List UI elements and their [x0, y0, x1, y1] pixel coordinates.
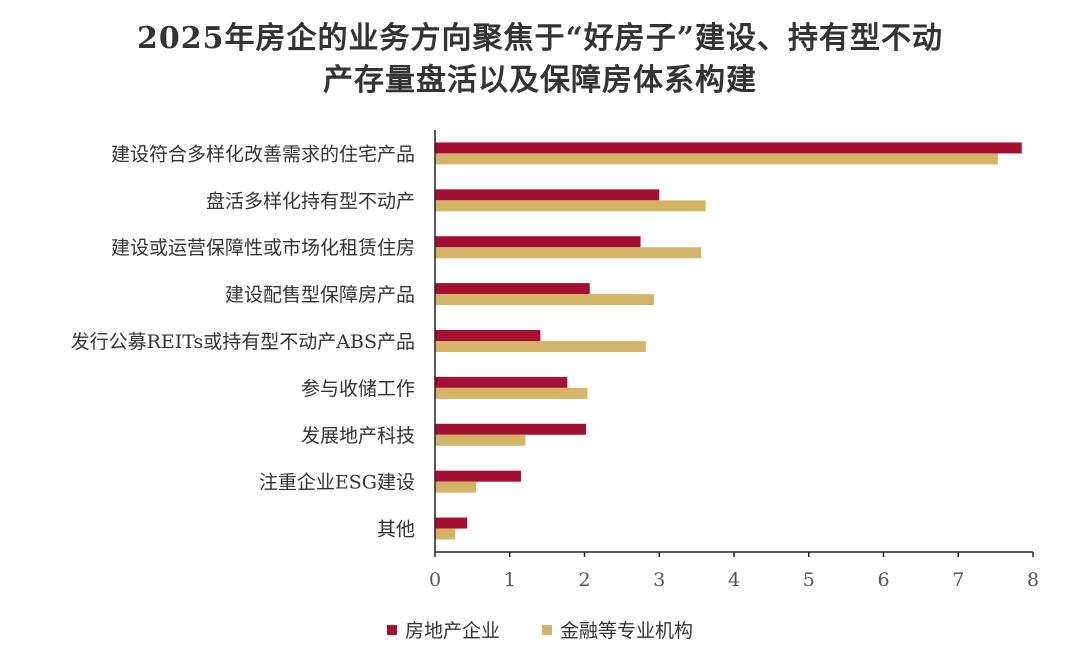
x-tick-label-8: 8 [1027, 569, 1039, 591]
category-label-3: 建设配售型保障房产品 [225, 284, 415, 306]
category-label-8: 其他 [377, 519, 415, 541]
bar-financial-6 [435, 434, 526, 446]
category-label-1: 盘活多样化持有型不动产 [206, 190, 415, 212]
x-tick-label-5: 5 [803, 569, 815, 591]
bar-financial-4 [435, 341, 646, 352]
x-tick-label-7: 7 [952, 569, 964, 591]
bar-financial-0 [435, 153, 998, 165]
bar-real-estate-7 [435, 470, 521, 482]
bar-financial-3 [435, 294, 655, 306]
bar-real-estate-8 [435, 517, 468, 529]
category-label-2: 建设或运营保障性或市场化租赁住房 [111, 237, 415, 259]
legend-item-financial: 金融等专业机构 [542, 616, 693, 643]
bar-real-estate-6 [435, 423, 586, 435]
bar-financial-2 [435, 247, 702, 259]
bar-real-estate-3 [435, 283, 590, 295]
category-label-6: 发展地产科技 [301, 425, 415, 447]
category-label-0: 建设符合多样化改善需求的住宅产品 [111, 143, 415, 165]
bar-real-estate-4 [435, 330, 541, 341]
legend-label-real-estate: 房地产企业 [404, 620, 500, 642]
x-tick-label-3: 3 [653, 569, 665, 591]
legend-label-financial: 金融等专业机构 [560, 620, 694, 642]
bar-financial-8 [435, 528, 456, 540]
bar-real-estate-5 [435, 376, 568, 388]
chart-title-line-1: 2025年房企的业务方向聚焦于“好房子”建设、持有型不动 [136, 21, 943, 56]
category-label-7: 注重企业ESG建设 [259, 472, 415, 494]
x-tick-label-4: 4 [728, 569, 740, 591]
chart-title-line-2: 产存量盘活以及保障房体系构建 [323, 63, 757, 98]
category-label-5: 参与收储工作 [301, 378, 415, 400]
x-tick-label-2: 2 [578, 569, 590, 591]
category-label-4: 发行公募REITs或持有型不动产ABS产品 [71, 331, 415, 353]
bar-financial-5 [435, 387, 588, 399]
x-tick-label-0: 0 [429, 569, 441, 591]
bar-real-estate-1 [435, 189, 660, 201]
bar-real-estate-2 [435, 236, 641, 248]
legend-swatch-real-estate [386, 624, 397, 635]
legend-swatch-financial [542, 624, 553, 635]
legend-item-real-estate: 房地产企业 [386, 616, 500, 643]
chart-legend: 房地产企业 金融等专业机构 [0, 616, 1080, 643]
bar-real-estate-0 [435, 142, 1022, 154]
x-tick-label-1: 1 [504, 569, 516, 591]
bar-financial-1 [435, 200, 706, 212]
x-tick-label-6: 6 [877, 569, 889, 591]
chart-title: 2025年房企的业务方向聚焦于“好房子”建设、持有型不动 产存量盘活以及保障房体… [0, 18, 1080, 102]
bar-financial-7 [435, 481, 477, 493]
bar-chart: 建设符合多样化改善需求的住宅产品盘活多样化持有型不动产建设或运营保障性或市场化租… [71, 130, 1039, 591]
